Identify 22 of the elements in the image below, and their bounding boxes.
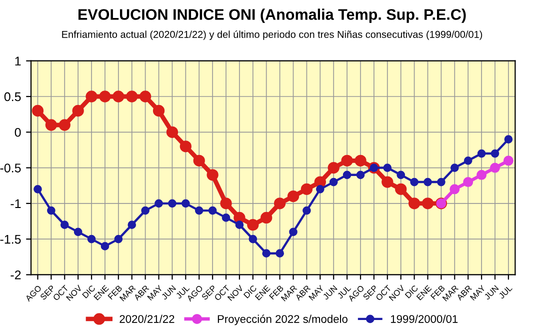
- y-tick-label: -1.5: [0, 235, 21, 244]
- y-tick-label: 0.5: [4, 92, 21, 102]
- y-tick-label: -1: [10, 199, 21, 208]
- x-tick-label: FEB: [108, 284, 122, 300]
- x-tick-label: FEB: [430, 284, 446, 300]
- chart-subtitle: Enfriamiento actual (2020/21/22) y del último periodo con tres Niñas consecutivas (1999/00/01): [62, 30, 482, 40]
- y-tick-label: 1: [15, 56, 21, 66]
- legend-label: 1999/2000/01: [391, 314, 458, 323]
- x-tick-label: JUL: [498, 284, 513, 300]
- x-tick-label: DIC: [82, 284, 96, 298]
- x-tick-label: SEP: [362, 284, 378, 300]
- y-tick-label: -2: [10, 270, 21, 280]
- x-tick-label: JUL: [176, 284, 190, 300]
- chart-title: EVOLUCION INDICE ONI (Anomalia Temp. Sup. P.E.C): [78, 8, 466, 23]
- legend-label: 2020/21/22: [120, 314, 174, 323]
- x-tick-label: FEB: [269, 284, 284, 300]
- legend-label: Proyección 2022 s/modelo: [218, 314, 348, 326]
- x-tick-label: DIC: [404, 284, 418, 298]
- x-tick-label: DIC: [243, 284, 258, 298]
- y-tick-label: 0: [14, 128, 21, 137]
- x-tick-label: JUL: [336, 284, 352, 300]
- y-tick-label: -0.5: [0, 164, 21, 172]
